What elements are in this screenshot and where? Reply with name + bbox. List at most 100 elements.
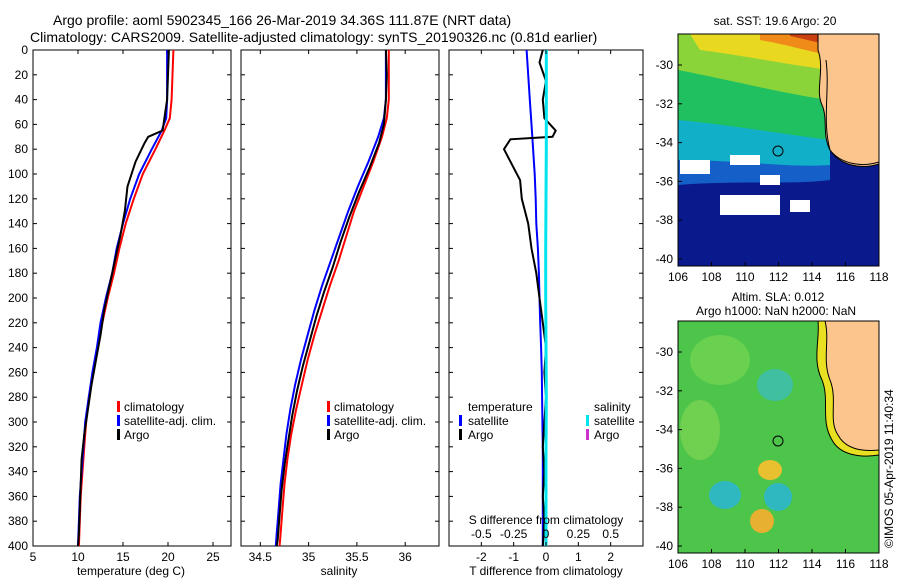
legend-swatch-satellite — [327, 415, 330, 426]
legend-label-t-satellite: satellite — [468, 414, 509, 428]
sla-map-ticks: 106 108 110 112 114 116 118 -30 -32 -34 -36 -38 -40 — [656, 345, 889, 571]
legend-label-climatology: climatology — [124, 400, 184, 414]
legend-title-temperature: temperature — [468, 400, 533, 414]
sst-cloud-mask — [730, 155, 760, 165]
x-tick-label: -1 — [508, 550, 519, 564]
depth-tick-label: 20 — [15, 68, 29, 82]
map-lon-label: 108 — [701, 557, 721, 571]
difference-series-group — [502, 50, 557, 546]
depth-tick-label: 400 — [8, 539, 28, 553]
map-lat-label: -40 — [656, 252, 674, 266]
x-tick-label: 0 — [543, 550, 550, 564]
depth-tick-label: 320 — [8, 440, 28, 454]
sla-argo-location — [772, 435, 784, 447]
depth-tick-label: 360 — [8, 489, 28, 503]
temperature-axis-label: temperature (deg C) — [77, 564, 185, 578]
s-diff-tick-label: 0.5 — [602, 527, 619, 541]
map-lon-label: 116 — [836, 557, 855, 571]
sst-cloud-mask — [720, 195, 780, 215]
series-line-argo — [77, 50, 170, 546]
imos-credit: ©IMOS 05-Apr-2019 11:40:34 — [882, 389, 896, 548]
legend-title-salinity: salinity — [594, 400, 631, 414]
depth-tick-label: 220 — [8, 316, 28, 330]
depth-tick-label: 300 — [8, 415, 28, 429]
x-tick-label: 35 — [302, 550, 316, 564]
salinity-legend: climatology satellite-adj. clim. Argo — [327, 400, 426, 442]
depth-tick-label: 180 — [8, 266, 28, 280]
salinity-x-ticks: 34.5 35 35.5 36 — [249, 50, 412, 564]
salinity-series-group — [274, 50, 390, 546]
temperature-legend: climatology satellite-adj. clim. Argo — [117, 400, 216, 442]
legend-label-argo: Argo — [124, 428, 150, 442]
x-tick-label: -2 — [476, 550, 487, 564]
s-diff-tick-label: -0.5 — [471, 527, 492, 541]
legend-label-satellite: satellite-adj. clim. — [124, 414, 216, 428]
depth-tick-label: 0 — [21, 43, 28, 57]
depth-tick-label: 340 — [8, 465, 28, 479]
sst-cloud-mask — [680, 160, 710, 174]
map-lat-label: -36 — [656, 174, 674, 188]
legend-swatch-t-satellite — [459, 415, 462, 426]
map-lat-label: -30 — [656, 58, 674, 72]
depth-tick-label: 200 — [8, 291, 28, 305]
t-difference-axis-label: T difference from climatology — [469, 564, 623, 578]
x-tick-label: 10 — [71, 550, 85, 564]
map-lat-label: -34 — [656, 423, 674, 437]
map-lat-label: -40 — [656, 539, 674, 553]
figure-title-line2: Climatology: CARS2009. Satellite-adjuste… — [30, 29, 597, 45]
legend-swatch-satellite — [117, 415, 120, 426]
legend-swatch-t-argo — [459, 429, 462, 440]
legend-swatch-argo — [117, 429, 120, 440]
legend-label-s-satellite: satellite — [594, 414, 635, 428]
sla-anomaly-positive — [750, 509, 774, 533]
sst-cloud-mask — [760, 175, 780, 185]
depth-tick-label: 380 — [8, 514, 28, 528]
s-diff-tick-label: 0 — [543, 527, 550, 541]
map-lat-label: -34 — [656, 136, 674, 150]
x-tick-label: 15 — [116, 550, 130, 564]
sla-map-title-1: Altim. SLA: 0.012 — [732, 290, 825, 304]
legend-swatch-argo — [327, 429, 330, 440]
x-tick-label: 34.5 — [249, 550, 273, 564]
depth-tick-label: 140 — [8, 217, 28, 231]
map-lat-label: -30 — [656, 345, 674, 359]
sla-anomaly-negative — [764, 483, 792, 511]
legend-label-t-argo: Argo — [468, 428, 494, 442]
map-lon-label: 112 — [769, 557, 788, 571]
sla-anomaly-negative — [757, 369, 793, 401]
s-diff-tick-label: 0.25 — [567, 527, 591, 541]
s-diff-tick-label: -0.25 — [500, 527, 528, 541]
legend-swatch-climatology — [327, 401, 330, 412]
sst-map-ticks: 106 108 110 112 114 116 118 -30 -32 -34 -36 -38 -40 — [656, 58, 889, 284]
x-tick-label: 1 — [575, 550, 582, 564]
map-lat-label: -32 — [656, 384, 674, 398]
sla-anomaly — [690, 335, 750, 385]
map-lon-label: 110 — [735, 270, 754, 284]
x-tick-label: 20 — [161, 550, 175, 564]
series-line-s-satellite — [544, 50, 548, 546]
sla-anomaly-positive — [758, 460, 782, 480]
map-lon-label: 114 — [802, 270, 821, 284]
legend-swatch-s-argo — [586, 429, 589, 440]
sla-anomaly — [680, 400, 720, 460]
legend-label-argo: Argo — [334, 428, 360, 442]
sst-land-mask — [817, 34, 879, 167]
depth-tick-label: 280 — [8, 390, 28, 404]
map-lon-label: 116 — [836, 270, 855, 284]
map-lat-label: -38 — [656, 500, 674, 514]
depth-tick-label: 60 — [15, 117, 29, 131]
legend-label-s-argo: Argo — [594, 428, 620, 442]
sst-coast-contour — [825, 59, 879, 165]
difference-legend: temperature satellite Argo salinity sate… — [459, 400, 635, 442]
x-tick-label: 35.5 — [345, 550, 369, 564]
map-lon-label: 110 — [735, 557, 754, 571]
temperature-series-group — [77, 50, 175, 546]
series-line-climatology — [278, 50, 390, 546]
map-lon-label: 114 — [802, 557, 821, 571]
legend-swatch-s-satellite — [586, 415, 589, 426]
s-difference-axis-label: S difference from climatology — [469, 513, 624, 527]
series-line-satellite-adj-clim- — [274, 50, 387, 546]
x-tick-label: 2 — [607, 550, 614, 564]
map-lat-label: -38 — [656, 213, 674, 227]
